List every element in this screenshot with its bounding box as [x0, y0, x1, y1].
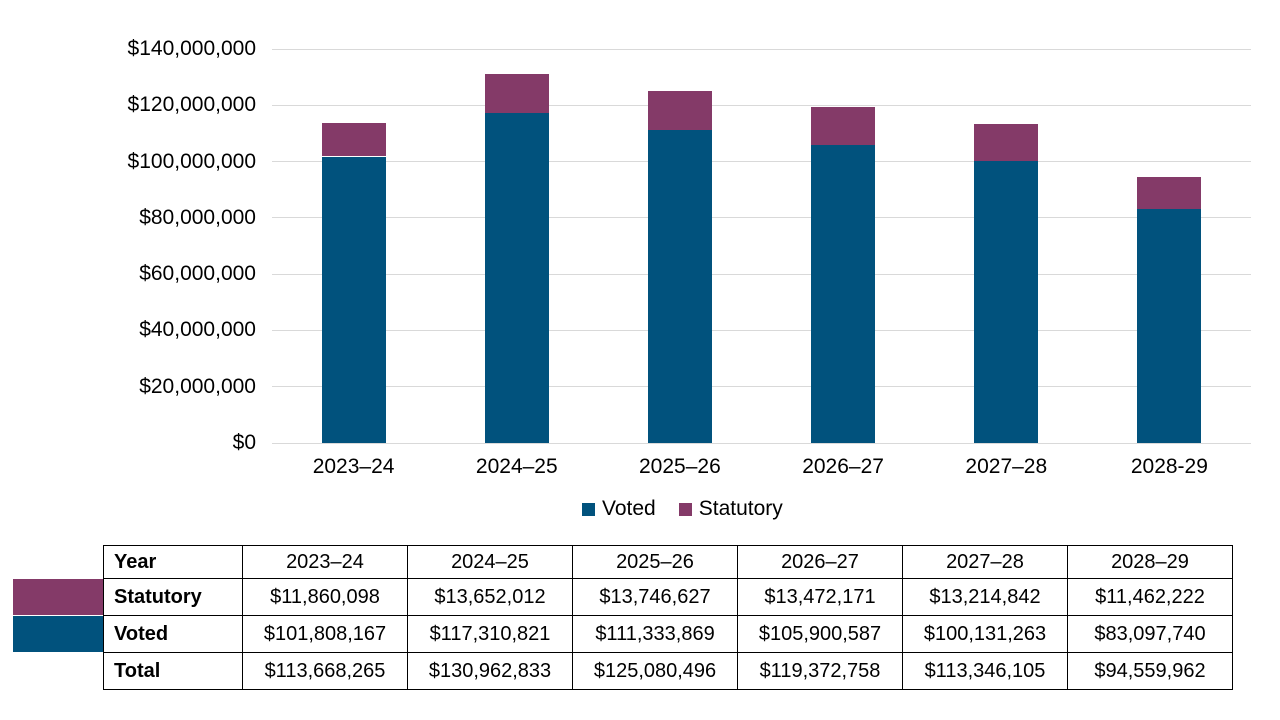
table-row: Statutory $11,860,098 $13,652,012 $13,746,6…	[103, 578, 1233, 616]
table-cell: $130,962,833	[407, 652, 573, 690]
table-cell: $125,080,496	[572, 652, 738, 690]
legend-item-statutory: Statutory	[678, 497, 783, 521]
table-swatch-voted-icon	[13, 616, 103, 652]
table-cell: $113,668,265	[242, 652, 408, 690]
y-gridline	[272, 273, 1251, 275]
y-gridline	[272, 386, 1251, 388]
table-cell: $11,462,222	[1067, 578, 1233, 616]
y-axis-tick-label: $80,000,000	[139, 205, 256, 229]
table-cell: $83,097,740	[1067, 615, 1233, 653]
table-swatch-statutory-icon	[13, 579, 103, 615]
bar-segment-voted	[647, 129, 712, 443]
table-cell: $11,860,098	[242, 578, 408, 616]
y-gridline	[272, 329, 1251, 331]
y-axis-tick-label: $120,000,000	[127, 93, 256, 117]
y-axis-tick-label: $0	[232, 431, 256, 454]
table-row-label-total: Total	[103, 652, 243, 690]
table-header-cell: 2024–25	[407, 545, 573, 579]
bar-segment-voted	[974, 161, 1039, 443]
table-row: Voted $101,808,167 $117,310,821 $111,333,86…	[103, 615, 1233, 653]
table-cell: $13,214,842	[902, 578, 1068, 616]
x-axis-tick-label: 2023–24	[312, 455, 395, 478]
bar-segment-statutory	[1137, 176, 1202, 210]
legend-swatch-statutory-icon	[678, 502, 692, 516]
table-cell: $117,310,821	[407, 615, 573, 653]
table-header-cell: 2027–28	[902, 545, 1068, 579]
data-table: Year 2023–24 2024–25 2025–26 2026–27 2027–28 2…	[103, 545, 1233, 690]
legend-swatch-voted-icon	[582, 502, 595, 516]
bar-segment-statutory	[484, 74, 549, 113]
legend-label: Voted	[602, 497, 656, 520]
bar-segment-statutory	[647, 91, 712, 130]
table-header-cell: 2023–24	[242, 545, 408, 579]
table-cell: $100,131,263	[902, 615, 1068, 653]
chart-legend: Voted Statutory	[582, 497, 783, 521]
table-row-label-voted: Voted	[103, 615, 243, 653]
y-gridline	[272, 48, 1251, 50]
y-gridline	[272, 104, 1251, 106]
table-row: Total $113,668,265 $130,962,833 $125,080,49…	[103, 652, 1233, 690]
y-gridline	[272, 217, 1251, 219]
y-axis-tick-label: $140,000,000	[127, 37, 256, 60]
bar-segment-voted	[321, 156, 386, 443]
y-axis-tick-label: $60,000,000	[139, 262, 256, 286]
table-cell: $94,559,962	[1067, 652, 1233, 690]
x-axis-tick-label: 2025–26	[639, 455, 721, 478]
x-axis-tick-label: 2027–28	[965, 455, 1048, 478]
x-axis-tick-label: 2026–27	[802, 455, 884, 478]
table-cell: $111,333,869	[572, 615, 738, 653]
table-cell: $13,652,012	[407, 578, 573, 616]
legend-item-voted: Voted	[582, 497, 656, 521]
table-cell: $119,372,758	[737, 652, 903, 690]
bar-segment-voted	[484, 112, 549, 443]
bar-segment-statutory	[811, 107, 876, 145]
bar-segment-voted	[811, 145, 876, 443]
table-header-cell: 2026–27	[737, 545, 903, 579]
table-cell: $113,346,105	[902, 652, 1068, 690]
y-axis-tick-label: $20,000,000	[139, 374, 256, 398]
bar-segment-voted	[1137, 209, 1202, 443]
table-header-cell: 2028–29	[1067, 545, 1233, 579]
x-axis-tick-label: 2024–25	[475, 455, 558, 478]
y-axis-tick-label: $100,000,000	[127, 149, 256, 173]
y-gridline	[272, 442, 1251, 444]
table-header-cell: 2025–26	[572, 545, 738, 579]
table-cell: $105,900,587	[737, 615, 903, 653]
x-axis-tick-label: 2028-29	[1130, 455, 1208, 478]
table-cell: $13,472,171	[737, 578, 903, 616]
table-cell: $101,808,167	[242, 615, 408, 653]
legend-label: Statutory	[698, 497, 783, 520]
y-gridline	[272, 161, 1251, 163]
y-axis-tick-label: $40,000,000	[139, 318, 256, 342]
table-header-year: Year	[103, 545, 243, 579]
bar-segment-statutory	[974, 124, 1039, 162]
bar-segment-statutory	[321, 123, 386, 157]
table-row-label-statutory: Statutory	[103, 578, 243, 616]
table-cell: $13,746,627	[572, 578, 738, 616]
